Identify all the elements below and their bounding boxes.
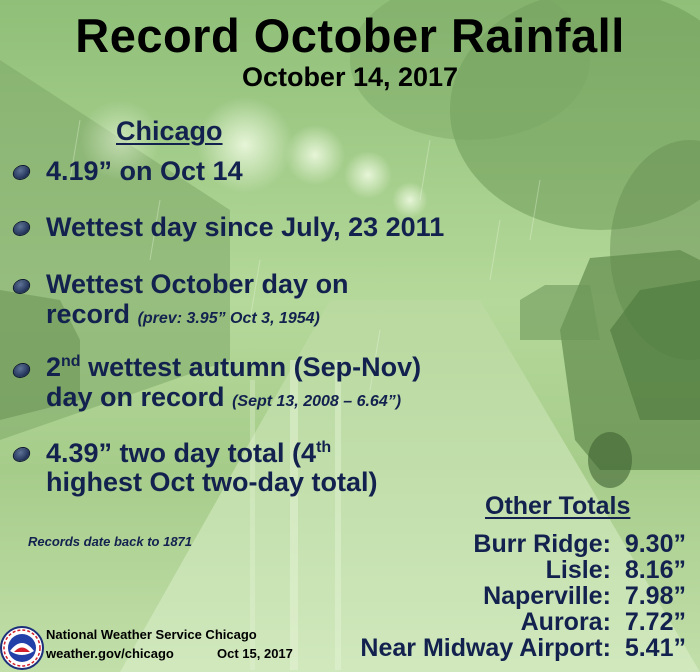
chicago-item-5-text: 4.39” two day total (4 [46,438,317,468]
total-amount: 7.72” [624,608,686,636]
chicago-item-4-line1: 2nd wettest autumn (Sep-Nov) [46,352,421,383]
total-amount: 7.98” [624,582,686,610]
total-amount: 8.16” [624,556,686,584]
chicago-heading: Chicago [116,116,223,146]
chicago-item-2: Wettest day since July, 23 2011 [46,212,445,242]
footer-org: National Weather Service Chicago [46,627,257,642]
chicago-item-4-text2: day on record [46,382,225,412]
total-location: Naperville: [483,582,611,610]
ordinal-number: 2 [46,352,62,382]
records-note: Records date back to 1871 [28,534,193,549]
page-date: October 14, 2017 [241,62,459,92]
chicago-item-3-text: record [46,299,131,329]
footer-url: weather.gov/chicago [46,646,174,661]
chicago-item-1: 4.19” on Oct 14 [46,156,243,186]
footer-date: Oct 15, 2017 [217,646,293,661]
chicago-item-4-note: (Sept 13, 2008 – 6.64”) [232,393,402,410]
chicago-item-5-line1: 4.39” two day total (4th [46,438,331,469]
total-row: Burr Ridge: 9.30” [473,530,686,559]
chicago-item-4-line2: day on record (Sept 13, 2008 – 6.64”) [46,382,401,413]
nws-logo-icon [0,626,44,670]
chicago-item-3-note: (prev: 3.95” Oct 3, 1954) [137,310,320,327]
total-location: Near Midway Airport: [360,634,611,662]
page-title: Record October Rainfall [75,9,625,62]
chicago-item-4-text: wettest autumn (Sep-Nov) [80,352,422,382]
total-location: Lisle: [545,556,611,584]
chicago-item-3-line2: record (prev: 3.95” Oct 3, 1954) [46,299,320,330]
total-location: Burr Ridge: [473,530,611,558]
total-row: Aurora: 7.72” [521,608,686,637]
total-amount: 5.41” [624,634,686,662]
chicago-item-5-line2: highest Oct two-day total) [46,467,378,497]
total-row: Near Midway Airport: 5.41” [360,634,686,663]
ordinal-suffix: th [316,439,332,456]
total-row: Naperville: 7.98” [483,582,686,611]
ordinal-suffix: nd [61,353,81,370]
chicago-item-3-line1: Wettest October day on [46,269,349,299]
total-location: Aurora: [520,608,611,636]
other-totals-heading: Other Totals [485,492,631,520]
total-amount: 9.30” [624,530,686,558]
total-row: Lisle: 8.16” [546,556,686,585]
